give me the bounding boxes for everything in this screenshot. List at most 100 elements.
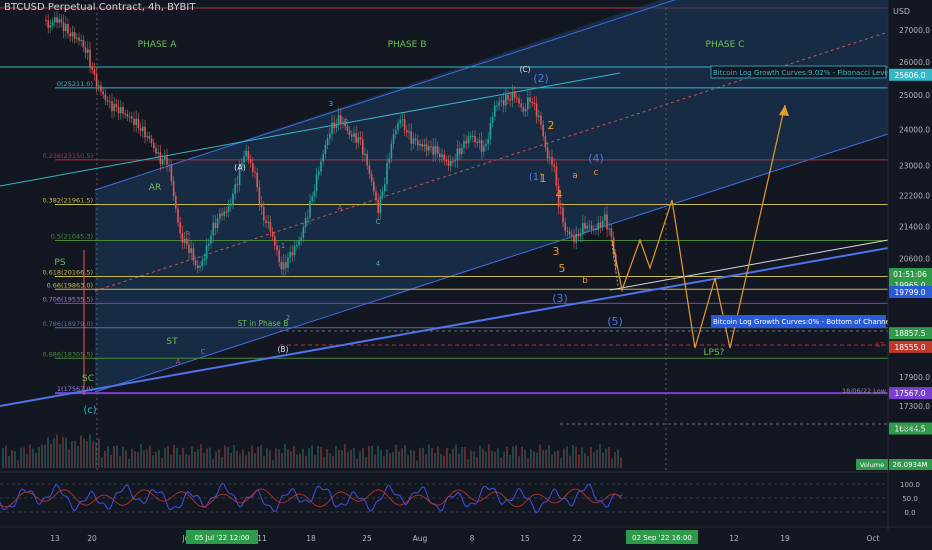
volume-bar: [245, 455, 247, 468]
candle-body: [542, 124, 544, 137]
candle-body: [335, 123, 338, 129]
candle-body: [296, 245, 298, 247]
volume-bar: [584, 453, 586, 468]
candle-body: [205, 245, 208, 259]
volume-bar: [401, 448, 403, 468]
candle-body: [210, 235, 212, 244]
volume-bar: [140, 444, 142, 468]
candle-body: [412, 138, 415, 144]
wave-label: 1: [540, 172, 547, 185]
channel-upper-line: [94, 0, 677, 191]
candle-body: [562, 207, 564, 223]
candle-body: [546, 147, 549, 159]
time-axis-tick: 18: [306, 534, 316, 543]
volume-bar: [272, 460, 274, 468]
candle-body: [384, 184, 386, 192]
candle-body: [245, 150, 247, 157]
candle-body: [533, 102, 536, 104]
volume-bar: [530, 449, 532, 468]
candle-body: [524, 109, 527, 112]
candle-body: [597, 222, 599, 231]
candle-body: [199, 266, 201, 268]
candle-body: [491, 116, 494, 124]
candle-body: [51, 22, 54, 26]
candle-body: [282, 262, 285, 270]
volume-bar: [386, 449, 388, 468]
candle-body: [557, 185, 560, 208]
projection-dotted: [611, 243, 619, 287]
candle-body: [452, 161, 454, 163]
volume-bar: [410, 449, 412, 468]
volume-bar: [62, 437, 64, 468]
volume-bar: [113, 446, 115, 468]
price-badge-label: 25606.0: [894, 71, 925, 80]
time-axis-tick: 13: [50, 534, 60, 543]
volume-bar: [233, 444, 235, 468]
volume-bar: [203, 452, 205, 468]
chart-header-title: BTCUSD Perpetual Contract, 4h, BYBIT: [4, 2, 196, 13]
volume-bar: [587, 456, 589, 468]
volume-bar: [395, 444, 397, 468]
candle-body: [249, 159, 252, 164]
volume-bar: [353, 447, 355, 468]
candle-body: [243, 156, 245, 163]
volume-bar: [590, 447, 592, 468]
minor-wave-label: 4: [376, 260, 381, 268]
volume-bar: [11, 450, 13, 468]
volume-bar: [326, 449, 328, 468]
candle-body: [234, 184, 236, 194]
volume-bar: [383, 456, 385, 468]
volume-bar: [332, 455, 334, 468]
candle-body: [179, 222, 181, 234]
candle-body: [498, 101, 500, 106]
volume-bar: [539, 444, 541, 468]
support-trendline: [0, 247, 889, 407]
volume-bar: [260, 445, 262, 468]
candle-body: [432, 146, 434, 155]
candle-body: [172, 181, 175, 197]
volume-bar: [575, 447, 577, 468]
candle-body: [573, 235, 575, 243]
wyckoff-label: SC: [82, 374, 94, 384]
volume-name-badge: [856, 459, 888, 470]
time-axis-tick: Oct: [867, 534, 880, 543]
volume-bar: [251, 445, 253, 468]
candle-body: [441, 154, 443, 158]
volume-bar: [164, 447, 166, 468]
candle-body: [78, 37, 80, 41]
candle-body: [406, 130, 408, 133]
candle-body: [82, 40, 85, 48]
candle-body: [247, 150, 250, 160]
candle-body: [566, 231, 569, 233]
candle-body: [137, 118, 140, 129]
volume-bar: [146, 449, 148, 468]
wave-label: (5): [607, 315, 623, 328]
price-axis-tick: 22200.0: [899, 191, 930, 200]
candle-body: [117, 107, 120, 114]
candle-body: [410, 131, 412, 144]
candle-body: [315, 174, 318, 191]
candle-body: [489, 123, 492, 140]
volume-bar: [167, 446, 169, 468]
fib-level-label: 0.706(19535.5): [42, 295, 93, 303]
minor-wave-label: 3: [329, 100, 333, 108]
volume-bar: [554, 451, 556, 468]
candle-body: [197, 264, 199, 268]
candle-body: [227, 205, 230, 212]
volume-bar: [83, 438, 85, 468]
volume-bar: [32, 448, 34, 468]
volume-bar: [275, 448, 277, 468]
volume-bar: [302, 448, 304, 468]
ascending-channel-fill: [95, 0, 888, 392]
time-badge-label: 05 Jul '22 12:00: [194, 534, 249, 542]
volume-bar: [173, 445, 175, 468]
wave-label: (B): [278, 345, 289, 354]
candle-body: [238, 167, 241, 185]
wave-label: (1): [529, 172, 543, 183]
volume-bar: [248, 451, 250, 468]
candle-body: [153, 143, 155, 149]
volume-bar: [161, 458, 163, 468]
candles-group: [45, 11, 617, 277]
price-badge: [889, 68, 932, 81]
